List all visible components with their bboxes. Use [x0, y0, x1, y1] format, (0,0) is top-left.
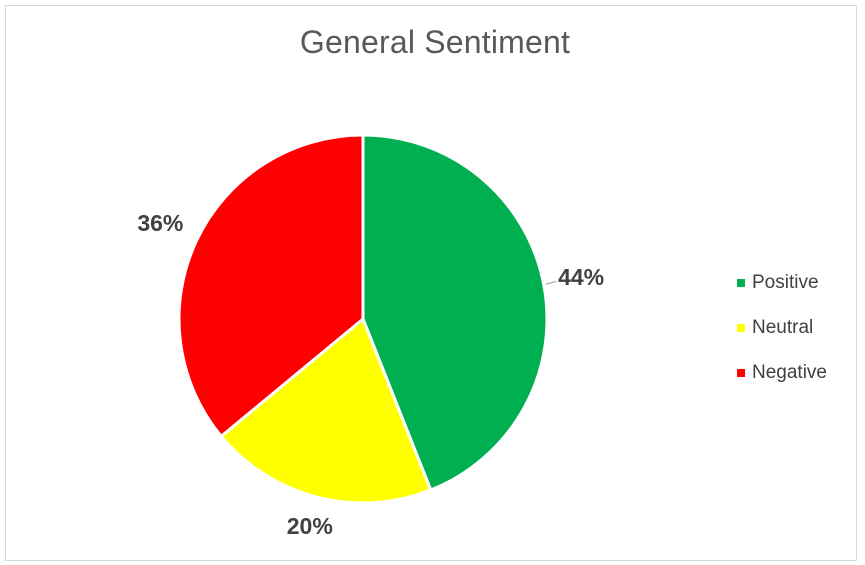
data-label-negative: 36% — [137, 210, 184, 237]
data-label-positive: 44% — [558, 263, 605, 290]
legend-swatch-neutral — [737, 323, 745, 332]
legend-label-negative: Negative — [752, 361, 827, 383]
legend-label-neutral: Neutral — [752, 316, 814, 338]
legend: Positive Neutral Negative — [737, 260, 827, 395]
legend-item-negative: Negative — [737, 350, 827, 395]
pie-slice-positive — [361, 133, 549, 492]
legend-item-neutral: Neutral — [737, 305, 827, 350]
legend-item-positive: Positive — [737, 260, 827, 305]
leader-line — [545, 280, 557, 285]
chart-title: General Sentiment — [299, 24, 571, 60]
pie-slice-neutral — [219, 317, 433, 505]
legend-swatch-positive — [737, 278, 745, 287]
legend-label-positive: Positive — [752, 271, 819, 293]
legend-swatch-negative — [737, 368, 745, 377]
data-label-neutral: 20% — [286, 512, 333, 539]
pie-slice-negative — [177, 133, 365, 438]
